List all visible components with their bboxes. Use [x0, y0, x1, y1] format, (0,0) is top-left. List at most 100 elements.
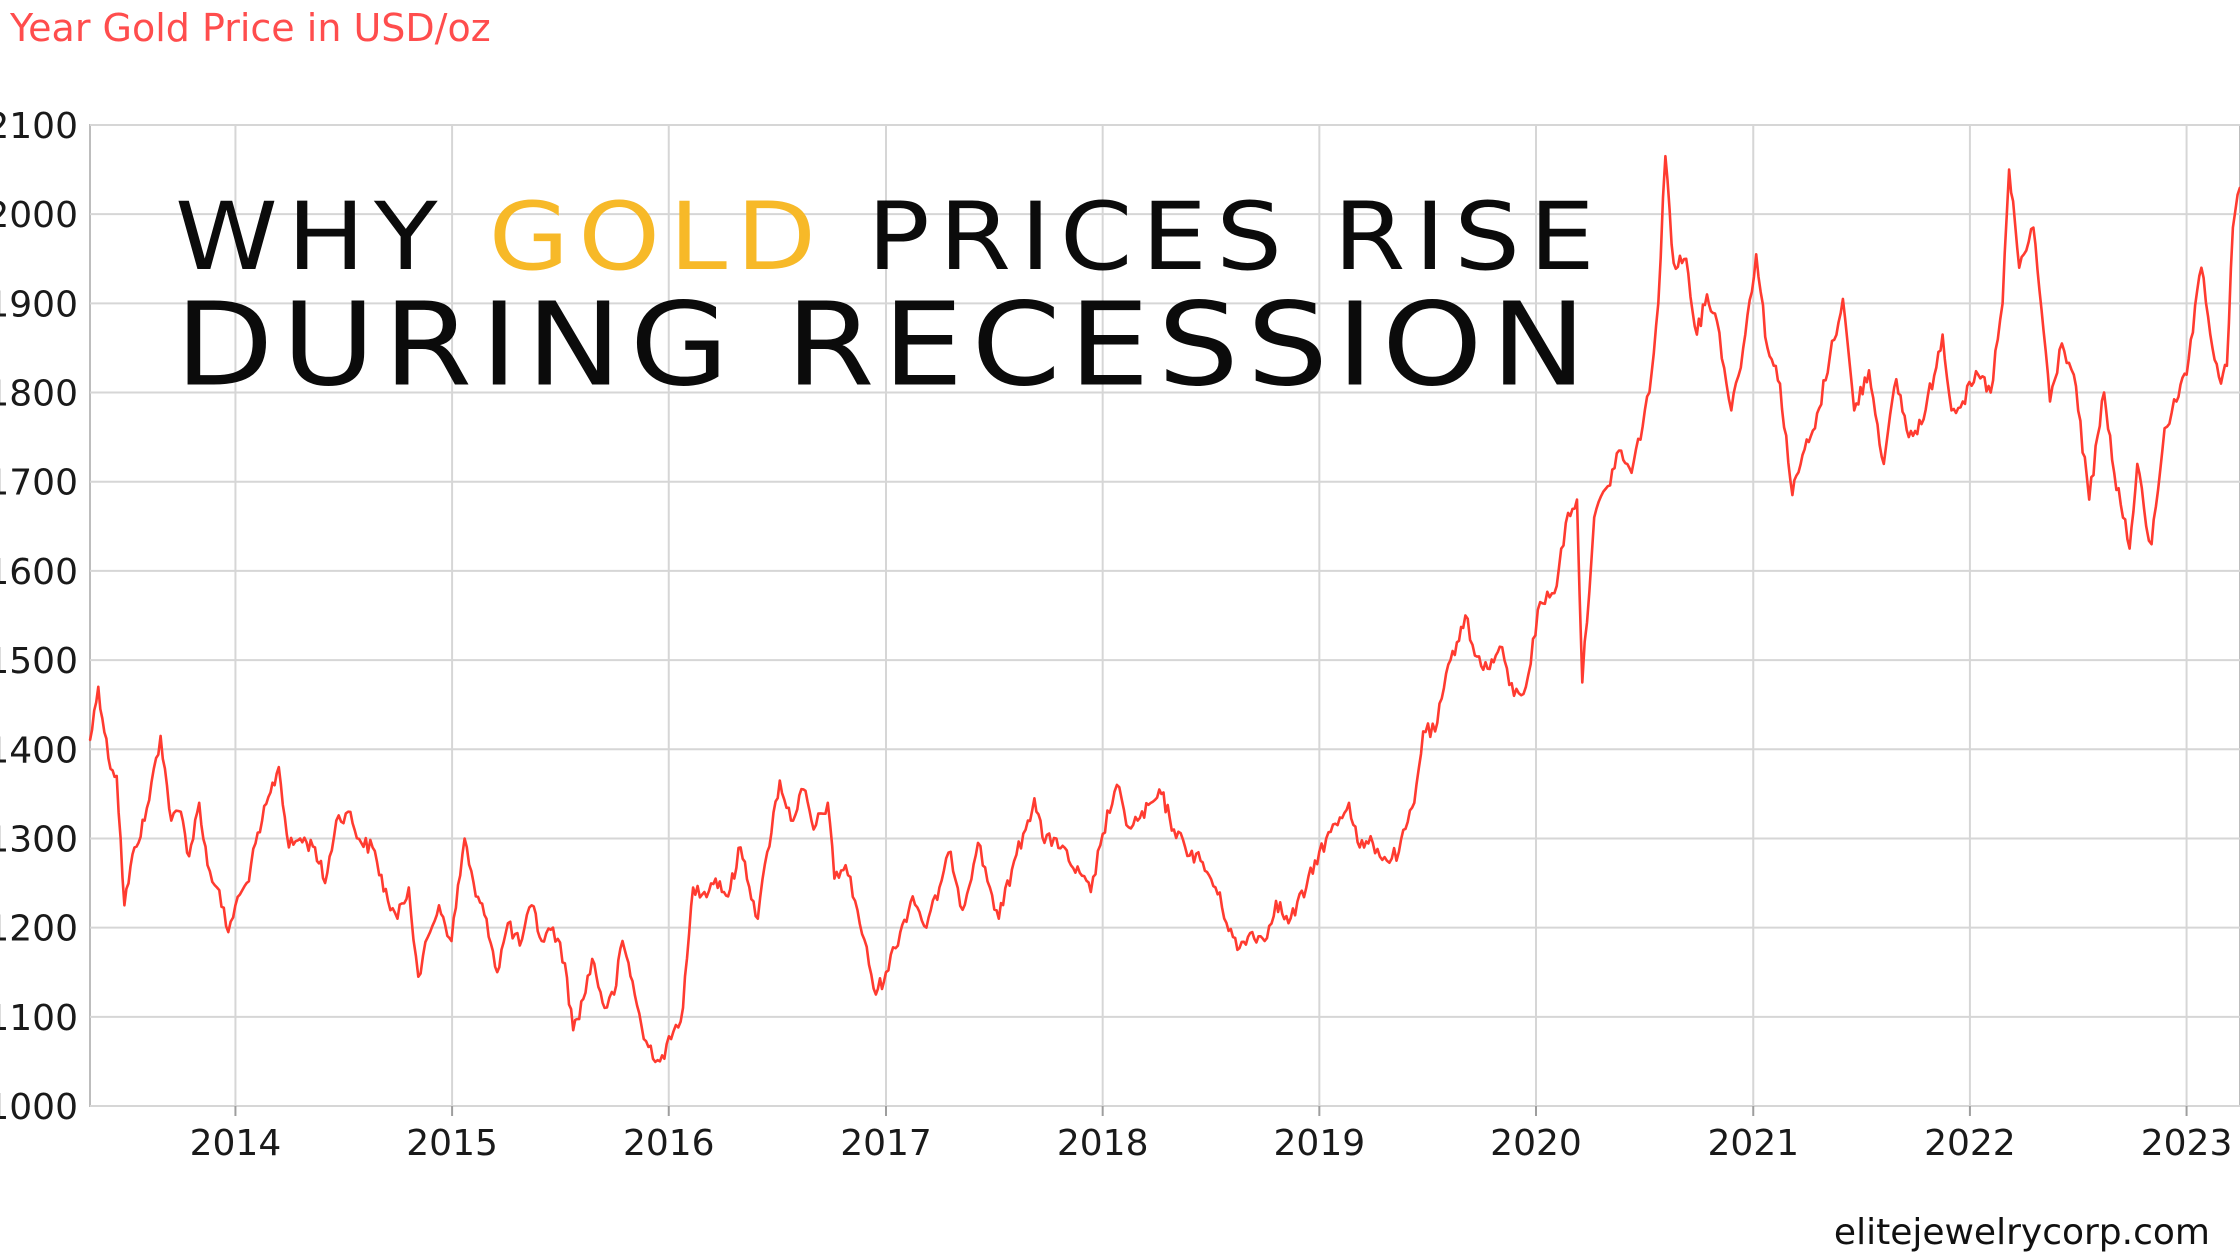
data-point: [159, 735, 162, 737]
data-point: [1371, 842, 1374, 844]
data-point: [1386, 859, 1388, 862]
data-point: [1498, 645, 1501, 648]
data-point: [1593, 516, 1596, 519]
data-point: [854, 900, 856, 902]
data-point: [360, 842, 363, 844]
data-point: [1618, 449, 1620, 452]
data-point: [2032, 226, 2035, 229]
data-point: [97, 685, 100, 688]
data-point: [1525, 685, 1527, 688]
data-point: [1716, 320, 1718, 323]
data-point: [2113, 471, 2116, 474]
data-point: [1236, 949, 1239, 951]
data-point: [1696, 333, 1698, 336]
data-point: [2150, 543, 2153, 546]
data-point: [812, 828, 815, 831]
data-point: [692, 886, 694, 889]
data-point: [961, 908, 964, 911]
data-point: [1358, 846, 1361, 849]
data-point: [1648, 391, 1651, 394]
data-point: [631, 980, 634, 982]
y-tick-label: 1600: [0, 552, 78, 593]
x-tick-label: 2017: [840, 1123, 932, 1164]
data-point: [1539, 601, 1542, 603]
data-point: [2232, 226, 2234, 229]
data-point: [790, 819, 792, 822]
y-tick-label: 1100: [0, 998, 78, 1039]
data-point: [1828, 356, 1831, 358]
data-point: [89, 739, 91, 742]
data-point: [143, 819, 146, 822]
data-point: [1125, 824, 1128, 826]
y-tick-label: 1700: [0, 463, 78, 504]
data-point: [277, 766, 280, 768]
data-point: [613, 993, 615, 996]
data-point: [335, 819, 338, 822]
data-point: [1657, 302, 1660, 305]
data-point: [670, 1038, 672, 1040]
data-point: [1413, 801, 1416, 804]
y-tick-label: 1500: [0, 641, 78, 682]
data-point: [1630, 471, 1633, 474]
data-point: [2145, 525, 2148, 528]
x-tick-label: 2015: [406, 1123, 498, 1164]
data-point: [2163, 427, 2166, 430]
data-point: [1730, 409, 1733, 412]
data-point: [179, 810, 182, 813]
data-point: [911, 895, 914, 898]
data-point: [552, 926, 554, 929]
data-point: [1305, 886, 1308, 889]
data-point: [2136, 463, 2139, 465]
data-point: [2175, 400, 2178, 403]
data-point: [1251, 931, 1254, 933]
data-point: [1950, 409, 1953, 412]
x-axis-ticks: 2014 2015 2016 2017 2018 2019 2020 2021 2022 2023: [190, 1123, 2233, 1164]
data-point: [2001, 302, 2004, 305]
data-point: [540, 940, 543, 942]
data-point: [875, 993, 877, 996]
data-point: [766, 850, 769, 853]
data-point: [206, 864, 209, 867]
data-point: [1173, 828, 1175, 831]
data-point: [2042, 329, 2045, 331]
data-point: [2008, 168, 2010, 171]
data-point: [1814, 427, 1816, 430]
data-point: [1422, 730, 1425, 733]
data-point: [188, 855, 191, 858]
data-point: [1766, 347, 1769, 349]
data-point: [826, 801, 829, 804]
data-point: [115, 775, 118, 777]
headline: WHY GOLD PRICES RISE DURING RECESSION: [175, 190, 1604, 416]
data-point: [572, 1029, 575, 1032]
data-point: [1941, 333, 1944, 336]
data-point: [949, 850, 952, 853]
data-point: [2061, 342, 2063, 345]
data-point: [485, 917, 488, 920]
data-point: [1801, 454, 1804, 456]
headline-part-2: PRICES RISE: [825, 181, 1604, 292]
data-point: [603, 1007, 606, 1009]
data-point: [1842, 298, 1844, 300]
data-point: [1922, 418, 1925, 421]
data-point: [1961, 400, 1964, 403]
x-tick-label: 2021: [1707, 1123, 1799, 1164]
data-point: [288, 846, 290, 849]
data-point: [396, 917, 399, 920]
data-point: [2018, 266, 2021, 269]
data-point: [474, 895, 477, 898]
data-point: [198, 801, 201, 804]
data-point: [1742, 347, 1745, 349]
headline-part-1: WHY: [175, 181, 489, 292]
data-point: [1398, 850, 1400, 853]
y-tick-label: 2000: [0, 195, 78, 236]
headline-highlight: GOLD: [488, 181, 826, 292]
data-point: [1160, 793, 1163, 795]
watermark: elitejewelrycorp.com: [1833, 1212, 2210, 1253]
data-point: [518, 944, 521, 947]
data-point: [1136, 819, 1139, 822]
y-tick-label: 1400: [0, 730, 78, 771]
data-point: [107, 757, 110, 760]
data-point: [582, 998, 585, 1000]
